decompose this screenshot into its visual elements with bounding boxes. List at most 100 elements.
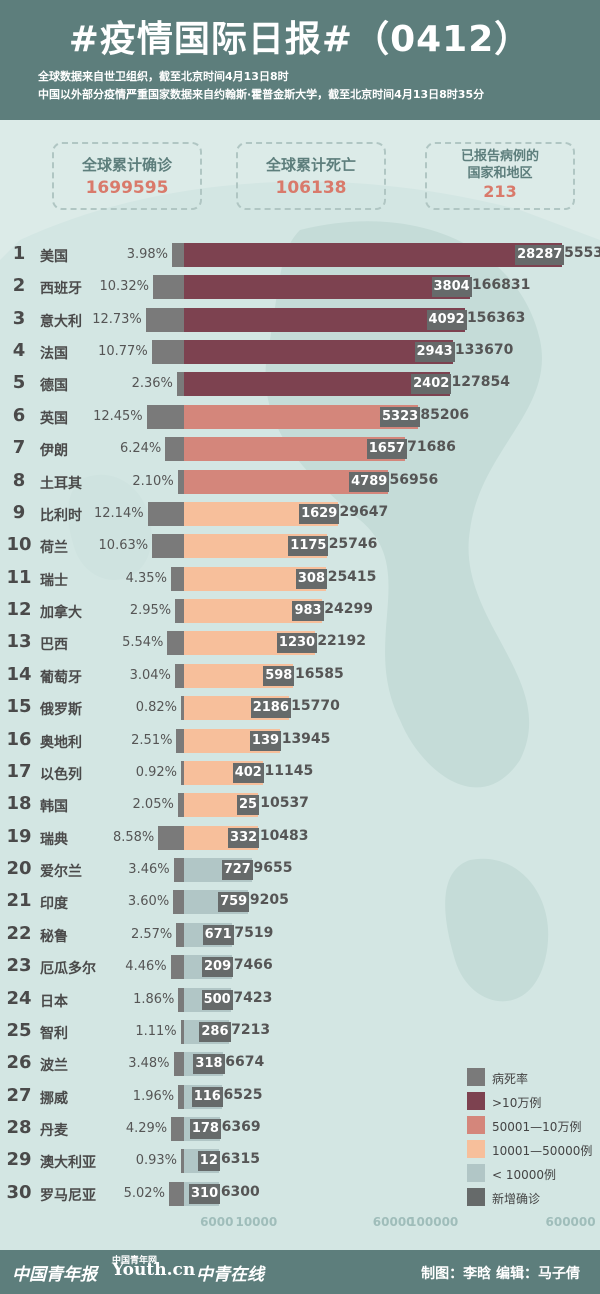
- death-rate-label: 4.29%: [125, 1120, 168, 1136]
- death-rate-label: 0.92%: [135, 764, 177, 780]
- legend-item-new-confirmed: 新增确诊: [467, 1188, 600, 1208]
- new-cases-label: 209: [202, 957, 234, 978]
- new-cases-label: 318: [193, 1054, 225, 1075]
- country-name: 荷兰: [40, 540, 68, 557]
- confirmed-bar: [184, 307, 465, 332]
- page-title: #疫情国际日报#（0412）: [68, 19, 532, 60]
- death-rate-bar: [181, 1149, 184, 1174]
- total-cases-label: 6369: [221, 1118, 261, 1135]
- death-rate-label: 10.32%: [99, 279, 150, 295]
- new-cases-label: 286: [199, 1021, 231, 1042]
- footer: 中国青年报 Youth.cn 中国青年网 中青在线 制图：李晗 编辑：马子倩: [0, 1250, 600, 1294]
- logo-youth-small: 中国青年网: [112, 1256, 158, 1266]
- new-cases-label: 671: [202, 924, 234, 945]
- death-rate-bar: [178, 987, 184, 1012]
- table-row: 26 波兰 3.48% 318 6674: [0, 1051, 600, 1077]
- total-cases-label: 6300: [220, 1183, 260, 1200]
- death-rate-bar: [146, 404, 184, 429]
- country-name: 葡萄牙: [40, 669, 82, 686]
- death-rate-bar: [181, 760, 184, 785]
- death-rate-bar: [158, 825, 184, 850]
- rank-number: 30: [6, 1181, 32, 1203]
- death-rate-label: 12.14%: [94, 505, 144, 521]
- country-name: 伊朗: [40, 443, 68, 460]
- stat-deaths-label: 全球累计死亡: [265, 156, 356, 174]
- new-cases-label: 12: [197, 1151, 220, 1172]
- new-cases-label: 2402: [411, 374, 452, 395]
- rank-number: 24: [6, 987, 32, 1009]
- new-cases-label: 1230: [276, 633, 318, 654]
- death-rate-bar: [173, 890, 184, 915]
- death-rate-bar: [145, 307, 184, 332]
- table-row: 24 日本 1.86% 500 7423: [0, 987, 600, 1013]
- legend-label: 新增确诊: [492, 1192, 541, 1206]
- country-name: 挪威: [40, 1090, 68, 1107]
- x-tick-label: 600000: [545, 1215, 596, 1229]
- table-row: 2 西班牙 10.32% 3804 166831: [0, 274, 600, 300]
- confirmed-bar: [184, 404, 419, 429]
- table-row: 3 意大利 12.73% 4092 156363: [0, 307, 600, 333]
- stat-countries-label-1: 已报告病例的: [460, 149, 539, 164]
- rank-number: 8: [12, 469, 26, 491]
- total-cases-label: 11145: [264, 762, 314, 779]
- rank-number: 3: [12, 307, 26, 329]
- rank-number: 14: [6, 663, 32, 685]
- total-cases-label: 166831: [471, 277, 531, 294]
- total-cases-label: 71686: [407, 439, 456, 456]
- stat-global-deaths: 全球累计死亡 106138: [236, 142, 386, 210]
- table-row: 7 伊朗 6.24% 1657 71686: [0, 436, 600, 462]
- total-cases-label: 7466: [233, 957, 273, 974]
- death-rate-label: 2.10%: [132, 473, 174, 489]
- table-row: 21 印度 3.60% 759 9205: [0, 889, 600, 915]
- death-rate-label: 1.96%: [132, 1088, 175, 1104]
- country-name: 澳大利亚: [40, 1155, 96, 1172]
- table-row: 29 澳大利亚 0.93% 12 6315: [0, 1148, 600, 1174]
- country-name: 厄瓜多尔: [40, 961, 96, 978]
- stat-countries: 已报告病例的 国家和地区 213: [425, 142, 575, 210]
- new-cases-label: 1629: [299, 503, 340, 524]
- country-name: 巴西: [40, 637, 68, 654]
- death-rate-bar: [153, 275, 184, 300]
- death-rate-bar: [147, 501, 184, 526]
- stat-countries-label-2: 国家和地区: [467, 166, 533, 181]
- rank-number: 25: [6, 1019, 32, 1041]
- rank-number: 22: [6, 922, 32, 944]
- death-rate-bar: [170, 566, 184, 591]
- x-tick-label: 10000: [235, 1215, 278, 1229]
- new-cases-label: 402: [232, 762, 264, 783]
- stat-confirmed-label: 全球累计确诊: [81, 156, 172, 174]
- table-row: 20 爱尔兰 3.46% 727 9655: [0, 857, 600, 883]
- total-cases-label: 29647: [339, 503, 389, 520]
- total-cases-label: 7519: [234, 924, 274, 941]
- new-cases-label: 1175: [288, 536, 329, 557]
- death-rate-bar: [172, 243, 184, 267]
- country-name: 美国: [40, 249, 68, 265]
- table-row: 14 葡萄牙 3.04% 598 16585: [0, 663, 600, 689]
- legend-item-death-rate: 病死率: [467, 1068, 600, 1088]
- total-cases-label: 6525: [223, 1086, 263, 1103]
- total-cases-label: 15770: [291, 698, 340, 715]
- death-rate-label: 3.48%: [128, 1056, 170, 1072]
- rank-number: 15: [6, 696, 32, 718]
- new-cases-label: 2186: [250, 698, 291, 719]
- country-name: 俄罗斯: [40, 702, 82, 719]
- death-rate-bar: [178, 1084, 184, 1109]
- rank-number: 9: [12, 501, 26, 523]
- new-cases-label: 3804: [431, 277, 472, 298]
- rank-number: 18: [6, 793, 32, 815]
- country-name: 秘鲁: [40, 928, 68, 945]
- table-row: 13 巴西 5.54% 1230 22192: [0, 630, 600, 656]
- death-rate-label: 2.57%: [130, 926, 173, 942]
- total-cases-label: 7213: [231, 1021, 271, 1038]
- country-name: 德国: [40, 378, 68, 395]
- country-name: 意大利: [40, 313, 82, 330]
- rank-number: 28: [6, 1116, 32, 1138]
- table-row: 17 以色列 0.92% 402 11145: [0, 760, 600, 786]
- rank-number: 13: [6, 631, 32, 653]
- death-rate-bar: [151, 340, 184, 365]
- legend-swatch: [467, 1140, 485, 1158]
- death-rate-label: 2.05%: [132, 797, 174, 813]
- death-rate-label: 1.11%: [135, 1023, 177, 1039]
- table-row: 18 韩国 2.05% 25 10537: [0, 792, 600, 818]
- total-cases-label: 10483: [259, 827, 309, 844]
